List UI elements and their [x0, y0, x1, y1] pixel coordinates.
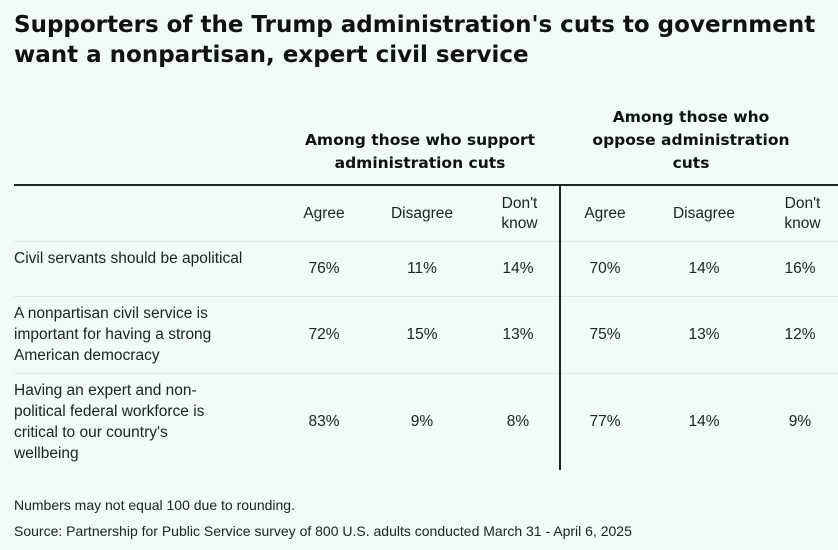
cell-oppose-dontknow: 16%: [784, 260, 816, 277]
row-label-nonpartisan: A nonpartisan civil service is important…: [14, 305, 212, 364]
col-header-oppose-disagree: Disagree: [672, 205, 736, 222]
cell-oppose-disagree: 14%: [688, 260, 720, 277]
col-header-support-dontknow: Don't know: [501, 195, 538, 232]
row-divider: [14, 373, 838, 374]
cell-oppose-dontknow: 9%: [788, 413, 812, 430]
cell-support-dontknow: 14%: [502, 260, 534, 277]
header-rule: [14, 184, 838, 186]
cell-support-dontknow: 8%: [506, 413, 530, 430]
row-divider: [14, 241, 838, 242]
row-label-apolitical: Civil servants should be apolitical: [14, 250, 243, 267]
col-header-support-agree: Agree: [303, 205, 345, 222]
cell-support-agree: 72%: [308, 326, 340, 343]
cell-oppose-dontknow: 12%: [784, 326, 816, 343]
cell-support-dontknow: 13%: [502, 326, 534, 343]
cell-support-disagree: 11%: [407, 260, 437, 277]
cell-oppose-agree: 77%: [589, 413, 621, 430]
cell-support-agree: 83%: [308, 413, 340, 430]
cell-oppose-disagree: 13%: [688, 326, 720, 343]
chart-title: Supporters of the Trump administration's…: [14, 12, 816, 68]
cell-oppose-agree: 70%: [589, 260, 621, 277]
cell-oppose-agree: 75%: [589, 326, 621, 343]
group-divider: [559, 185, 561, 470]
row-divider: [14, 296, 838, 297]
cell-oppose-disagree: 14%: [688, 413, 720, 430]
group-header-support: Among those who support administration c…: [304, 131, 536, 172]
col-header-oppose-agree: Agree: [584, 205, 626, 222]
col-header-oppose-dontknow: Don't know: [784, 195, 821, 232]
cell-support-agree: 76%: [308, 260, 340, 277]
col-header-support-disagree: Disagree: [390, 205, 454, 222]
row-label-expert-workforce: Having an expert and non-political feder…: [14, 382, 205, 462]
cell-support-disagree: 9%: [410, 413, 434, 430]
rounding-note: Numbers may not equal 100 due to roundin…: [14, 497, 295, 513]
group-header-oppose: Among those who oppose administration cu…: [592, 108, 790, 172]
cell-support-disagree: 15%: [406, 326, 438, 343]
source-note: Source: Partnership for Public Service s…: [14, 523, 632, 539]
